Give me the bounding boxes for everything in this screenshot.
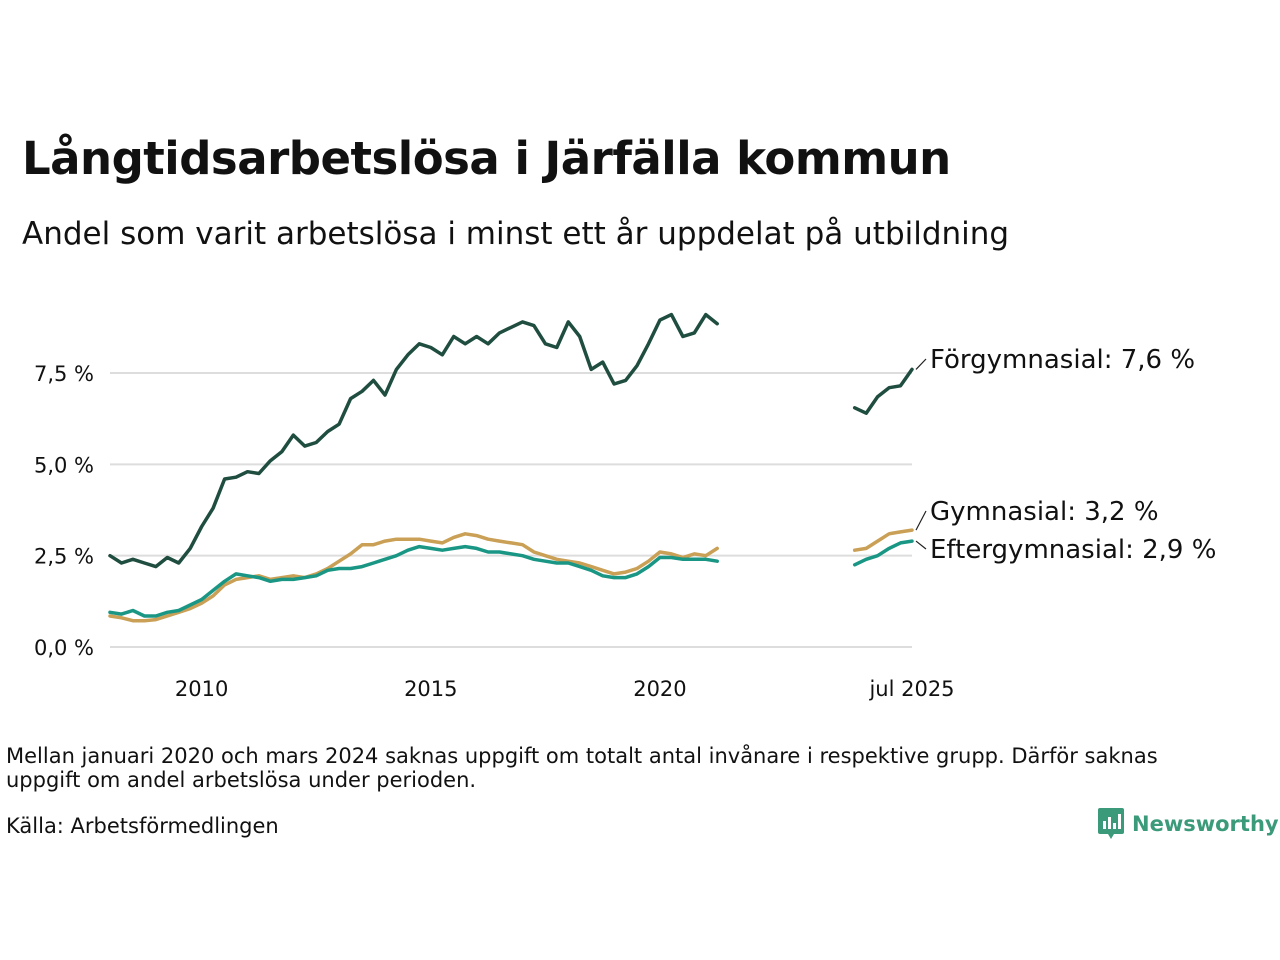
x-tick-label: 2015 (404, 677, 457, 701)
y-tick-label: 2,5 % (34, 545, 94, 569)
newsworthy-logo-icon (1098, 808, 1124, 839)
series-line-gymnasial (108, 532, 719, 623)
source-text: Källa: Arbetsförmedlingen (6, 814, 279, 838)
line-chart: 0,0 % 2,5 % 5,0 % 7,5 % 2010 2015 2020 jul 2025… (34, 312, 1216, 701)
series-line-gymnasial (852, 528, 914, 552)
brand-name: Newsworthy (1132, 812, 1279, 836)
series-line-eftergymnasial (108, 544, 719, 618)
y-tick-label: 5,0 % (34, 453, 94, 477)
series-line-förgymnasial (108, 312, 719, 569)
series-line-förgymnasial (852, 367, 914, 415)
x-tick-label: 2010 (175, 677, 228, 701)
y-tick-label: 0,0 % (34, 636, 94, 660)
series-end-label: Gymnasial: 3,2 % (930, 497, 1159, 527)
x-tick-label: 2020 (633, 677, 686, 701)
footnote: Mellan januari 2020 och mars 2024 saknas… (6, 744, 1158, 792)
series-end-label: Förgymnasial: 7,6 % (930, 345, 1195, 375)
chart-subtitle: Andel som varit arbetslösa i minst ett å… (22, 216, 1010, 252)
label-leader-line (915, 358, 927, 370)
x-tick-label: jul 2025 (868, 677, 954, 701)
label-leader-line (915, 540, 927, 550)
newsworthy-logo: Newsworthy (1098, 808, 1279, 840)
label-leader-line (915, 510, 927, 531)
series-line-eftergymnasial (852, 539, 914, 567)
y-tick-label: 7,5 % (34, 362, 94, 386)
series-end-label: Eftergymnasial: 2,9 % (930, 535, 1216, 565)
chart-title: Långtidsarbetslösa i Järfälla kommun (22, 132, 951, 185)
